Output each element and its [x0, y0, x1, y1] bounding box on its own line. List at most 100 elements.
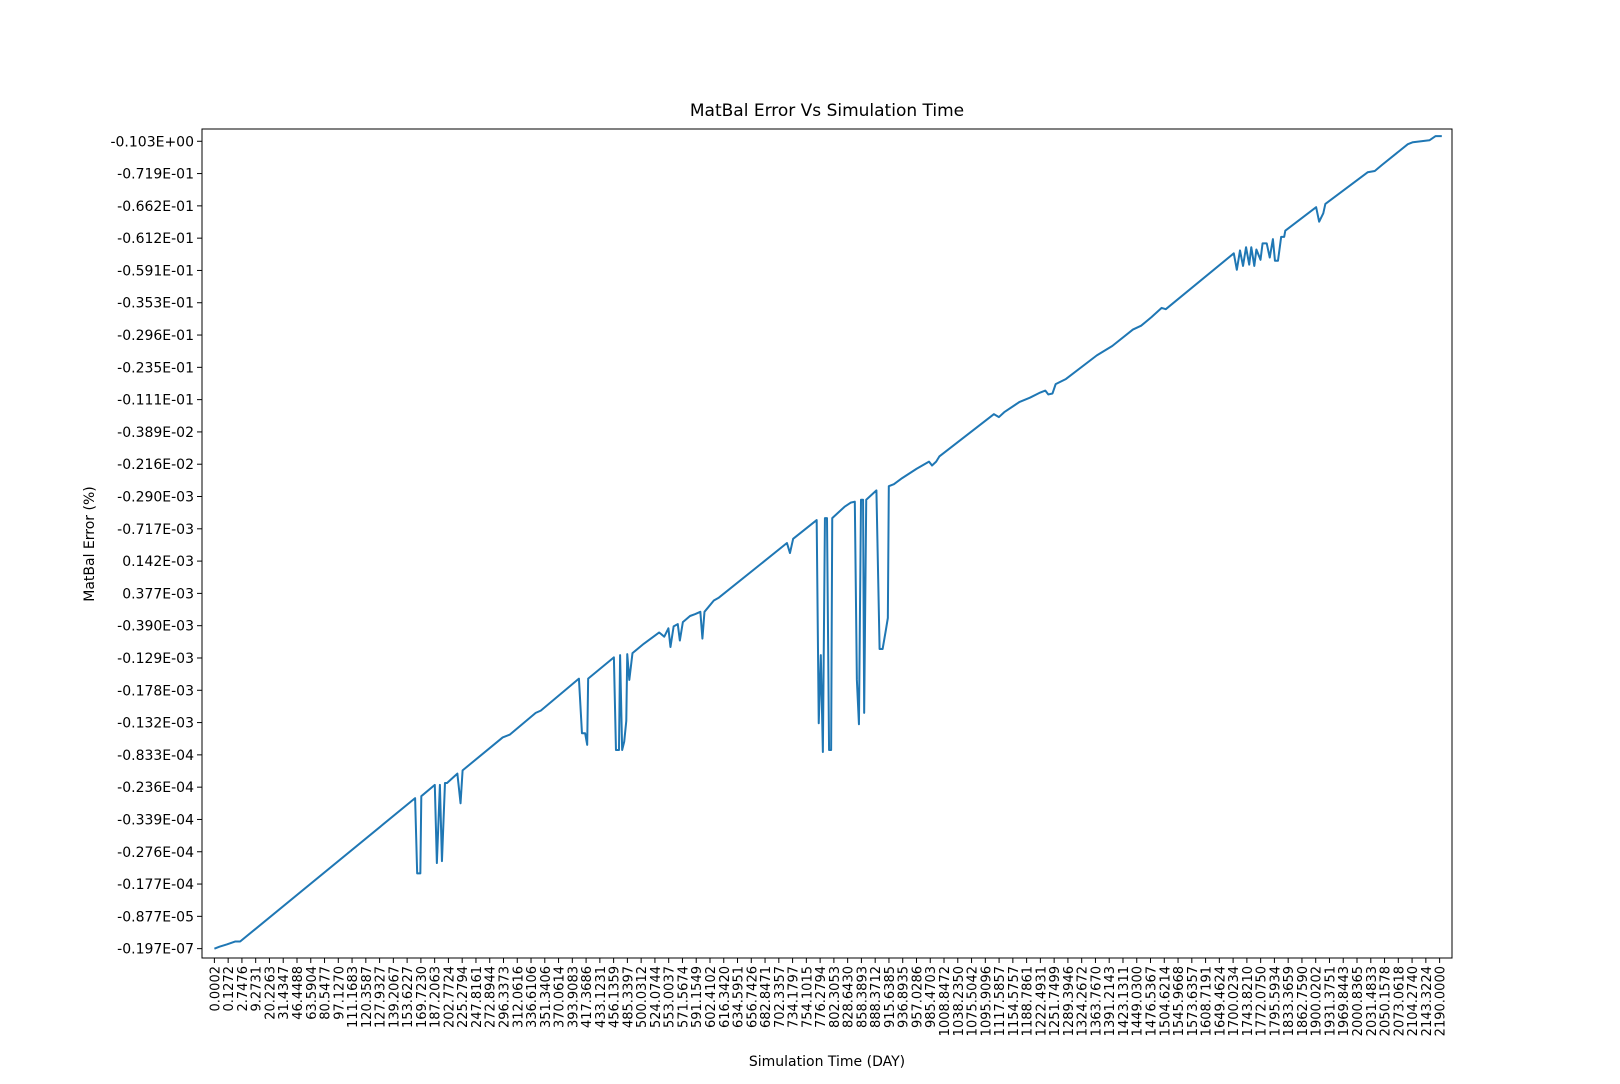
x-tick-label: 225.2794 [456, 966, 471, 1028]
x-tick-label: 139.2067 [387, 966, 402, 1028]
y-tick-label: -0.717E-03 [117, 522, 194, 538]
x-tick-label: 312.0616 [511, 966, 526, 1028]
y-tick-label: -0.290E-03 [117, 490, 194, 506]
x-tick-label: 1154.5757 [1007, 966, 1022, 1036]
x-tick-label: 153.6227 [401, 966, 416, 1028]
x-tick-label: 1008.8472 [938, 966, 953, 1036]
x-tick-label: 272.8944 [484, 966, 499, 1028]
x-tick-label: 1795.5934 [1268, 966, 1283, 1036]
y-tick-label: -0.177E-04 [117, 877, 194, 893]
x-tick-label: 0.0002 [208, 966, 223, 1012]
x-tick-label: 616.3420 [718, 966, 733, 1028]
y-tick-label: -0.719E-01 [117, 167, 194, 183]
x-tick-label: 0.1272 [222, 966, 237, 1012]
x-tick-label: 80.5477 [319, 966, 334, 1020]
x-tick-label: 1931.3751 [1323, 966, 1338, 1036]
x-tick-label: 9.2731 [250, 966, 265, 1012]
x-tick-label: 1222.4931 [1034, 966, 1049, 1036]
x-tick-label: 754.1015 [800, 966, 815, 1028]
x-tick-label: 634.5951 [732, 966, 747, 1028]
x-tick-label: 20.2263 [263, 966, 278, 1020]
x-tick-label: 1188.7861 [1021, 966, 1036, 1036]
x-tick-label: 1862.7590 [1296, 966, 1311, 1036]
x-tick-label: 591.1549 [690, 966, 705, 1028]
y-tick-label: -0.276E-04 [117, 845, 194, 861]
x-tick-label: 202.7724 [442, 966, 457, 1028]
x-tick-label: 702.3357 [773, 966, 788, 1028]
x-tick-label: 2.7476 [236, 966, 251, 1012]
x-tick-label: 2104.2740 [1406, 966, 1421, 1036]
y-tick-label: -0.833E-04 [117, 748, 194, 764]
x-tick-label: 46.4488 [291, 966, 306, 1020]
x-tick-label: 1833.3659 [1282, 966, 1297, 1036]
x-tick-label: 936.8935 [897, 966, 912, 1028]
x-tick-label: 1649.4624 [1213, 966, 1228, 1036]
x-tick-label: 2000.8365 [1351, 966, 1366, 1036]
x-tick-label: 802.3053 [828, 966, 843, 1028]
x-tick-label: 915.6385 [883, 966, 898, 1028]
x-tick-label: 1324.2672 [1076, 966, 1091, 1036]
x-tick-label: 127.9327 [374, 966, 389, 1028]
y-tick-label: -0.236E-04 [117, 780, 194, 796]
x-tick-label: 336.6106 [525, 966, 540, 1028]
y-tick-label: -0.197E-07 [117, 942, 194, 958]
x-tick-label: 1608.7191 [1200, 966, 1215, 1036]
x-tick-label: 1038.2350 [952, 966, 967, 1036]
y-tick-label: -0.129E-03 [117, 651, 194, 667]
x-tick-label: 1700.0234 [1227, 966, 1242, 1036]
x-tick-label: 1772.0750 [1255, 966, 1270, 1036]
x-tick-label: 1251.7499 [1048, 966, 1063, 1036]
y-tick-label: 0.142E-03 [122, 554, 194, 570]
x-tick-label: 1391.2143 [1103, 966, 1118, 1036]
data-line [214, 135, 1442, 950]
x-tick-label: 1117.5857 [993, 966, 1008, 1036]
y-tick-label: -0.390E-03 [117, 619, 194, 635]
x-tick-label: 1363.7670 [1089, 966, 1104, 1036]
x-tick-label: 1545.9668 [1172, 966, 1187, 1036]
x-tick-label: 433.1231 [594, 966, 609, 1028]
x-tick-label: 858.3893 [855, 966, 870, 1028]
x-tick-label: 571.5674 [676, 966, 691, 1028]
x-tick-label: 553.0037 [663, 966, 678, 1028]
x-tick-label: 682.8471 [759, 966, 774, 1028]
x-tick-label: 1969.8443 [1337, 966, 1352, 1036]
x-tick-label: 734.1797 [787, 966, 802, 1028]
x-tick-label: 2073.0618 [1392, 966, 1407, 1036]
x-tick-label: 602.4102 [704, 966, 719, 1028]
y-tick-label: -0.178E-03 [117, 683, 194, 699]
x-tick-label: 1504.6214 [1158, 966, 1173, 1036]
x-tick-label: 1743.8210 [1241, 966, 1256, 1036]
x-tick-label: 111.1683 [346, 966, 361, 1028]
x-tick-label: 1289.3946 [1062, 966, 1077, 1036]
x-tick-label: 2031.4833 [1365, 966, 1380, 1036]
x-tick-label: 169.7230 [415, 966, 430, 1028]
y-tick-label: -0.389E-02 [117, 425, 194, 441]
y-tick-label: -0.132E-03 [117, 716, 194, 732]
x-tick-label: 776.2794 [814, 966, 829, 1028]
x-tick-label: 985.4703 [924, 966, 939, 1028]
x-tick-label: 417.3686 [580, 966, 595, 1028]
x-tick-label: 247.8161 [470, 966, 485, 1028]
x-tick-label: 2190.0000 [1434, 966, 1449, 1036]
x-tick-label: 63.5904 [305, 966, 320, 1020]
chart-title: MatBal Error Vs Simulation Time [690, 101, 964, 121]
x-axis-label: Simulation Time (DAY) [749, 1054, 905, 1070]
y-tick-label: 0.377E-03 [122, 586, 194, 602]
x-tick-label: 957.0286 [910, 966, 925, 1028]
x-tick-label: 120.3587 [360, 966, 375, 1028]
x-tick-label: 1573.6357 [1186, 966, 1201, 1036]
y-tick-label: -0.111E-01 [117, 393, 194, 409]
x-tick-label: 296.3373 [497, 966, 512, 1028]
y-tick-label: -0.612E-01 [117, 231, 194, 247]
x-tick-label: 888.3712 [869, 966, 884, 1028]
x-tick-label: 1095.9096 [979, 966, 994, 1036]
y-axis-label: MatBal Error (%) [82, 486, 98, 601]
plot-frame [201, 128, 1453, 959]
x-tick-label: 393.9083 [566, 966, 581, 1028]
y-tick-label: -0.235E-01 [117, 360, 194, 376]
x-tick-label: 1449.0300 [1131, 966, 1146, 1036]
x-tick-label: 31.4347 [277, 966, 292, 1020]
y-tick-label: -0.339E-04 [117, 812, 194, 828]
